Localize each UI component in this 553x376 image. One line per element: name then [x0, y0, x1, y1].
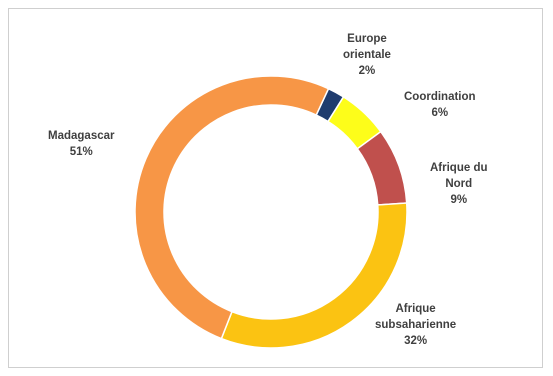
donut-slice-2	[356, 130, 408, 206]
label-afrique-subsaharienne: Afrique subsaharienne 32%	[375, 303, 457, 347]
chart-frame	[8, 8, 543, 368]
label-afrique-du-nord: Afrique du Nord 9%	[430, 162, 488, 206]
label-europe-orientale: Europe orientale 2%	[343, 33, 391, 77]
label-madagascar: Madagascar 51%	[48, 130, 115, 158]
donut-slice-4	[134, 75, 330, 340]
label-coordination: Coordination 6%	[404, 91, 476, 119]
